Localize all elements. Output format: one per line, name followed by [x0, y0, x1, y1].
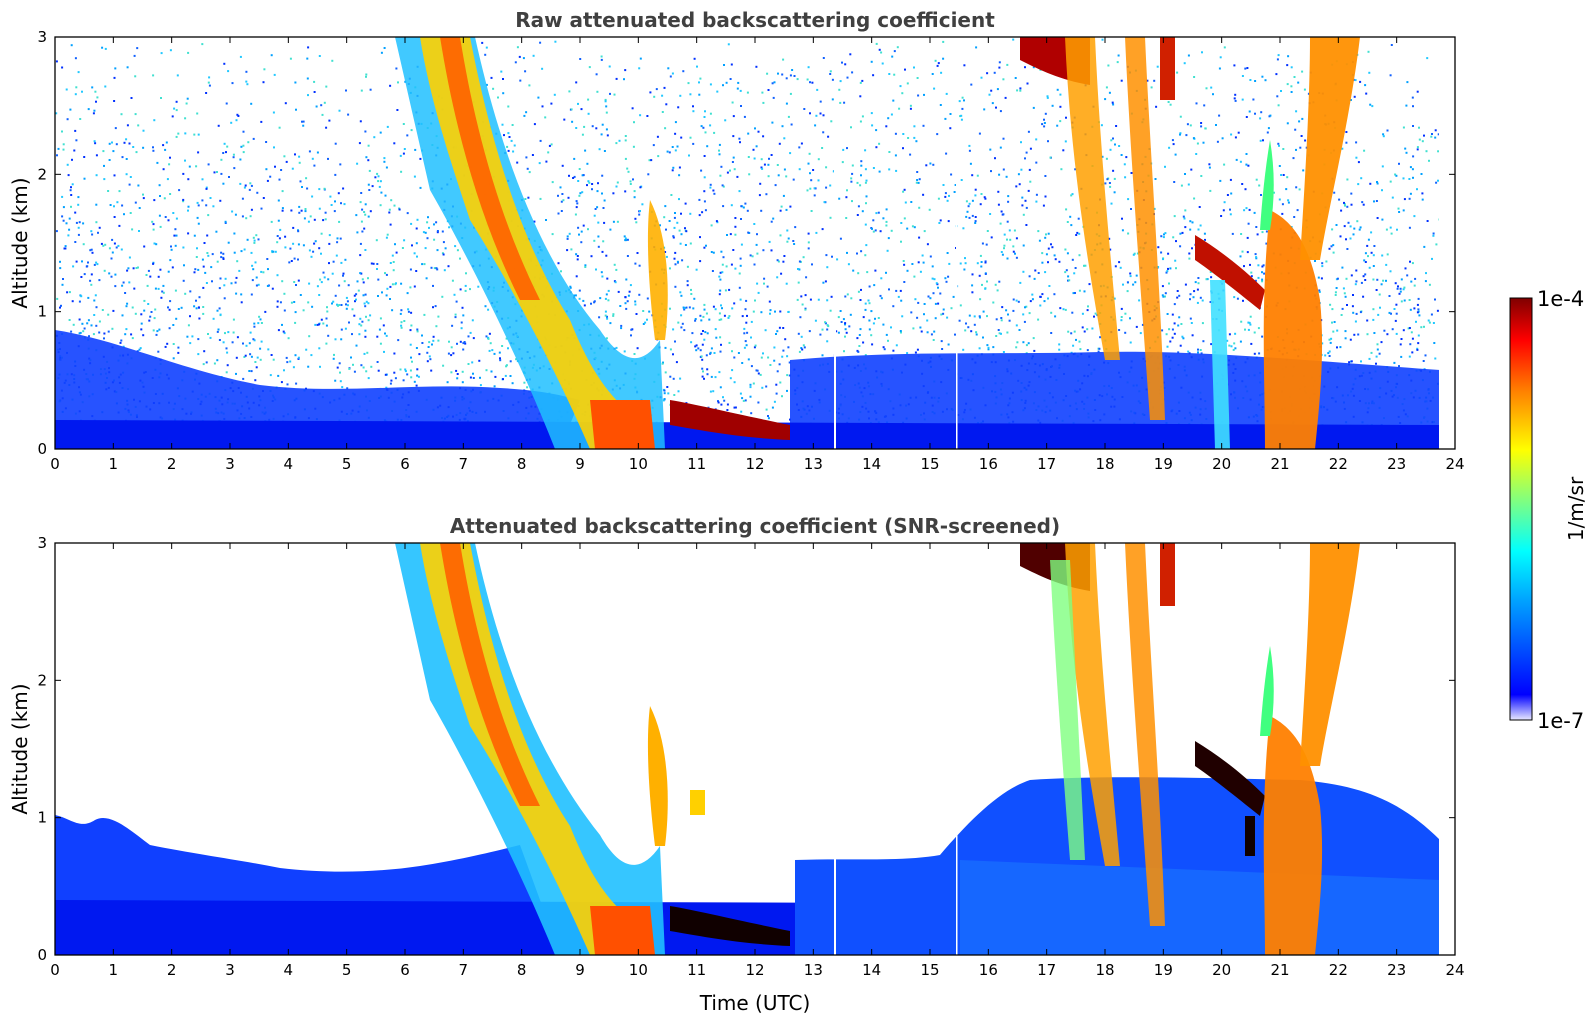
- axes: 0 1 2 3 4 5 6 7 8 9 10 11 12 13 14 15 16 17 18 19 20 21 22 23 24…: [37, 534, 1464, 979]
- y-tick-label: 3: [37, 534, 47, 552]
- x-tick-label: 4: [284, 455, 294, 473]
- panel-title: Attenuated backscattering coefficient (S…: [450, 514, 1060, 538]
- x-tick-label: 20: [1212, 455, 1231, 473]
- x-tick-label: 11: [687, 455, 706, 473]
- x-tick-label: 1: [109, 455, 119, 473]
- x-tick-label: 16: [979, 961, 998, 979]
- x-tick-label: 12: [745, 455, 764, 473]
- x-tick-label: 21: [1270, 455, 1289, 473]
- raw-backscatter-panel: Raw attenuated backscattering coefficien…: [8, 8, 1465, 473]
- x-tick-label: 1: [109, 961, 119, 979]
- x-tick-label: 4: [284, 961, 294, 979]
- x-tick-label: 12: [745, 961, 764, 979]
- x-tick-label: 10: [629, 455, 648, 473]
- colorbar-min-label: 1e-7: [1537, 709, 1584, 733]
- x-tick-label: 15: [920, 961, 939, 979]
- x-tick-label: 3: [225, 961, 235, 979]
- x-tick-label: 2: [167, 961, 177, 979]
- x-tick-label: 17: [1037, 455, 1056, 473]
- x-tick-label: 7: [459, 961, 469, 979]
- y-tick-label: 2: [37, 165, 47, 183]
- x-tick-label: 14: [862, 961, 881, 979]
- x-tick-label: 15: [920, 455, 939, 473]
- x-tick-label: 18: [1095, 961, 1114, 979]
- x-tick-label: 13: [804, 455, 823, 473]
- x-tick-label: 11: [687, 961, 706, 979]
- x-axis-label: Time (UTC): [699, 991, 811, 1015]
- x-tick-label: 5: [342, 961, 352, 979]
- x-tick-label: 8: [517, 455, 527, 473]
- colorbar-max-label: 1e-4: [1537, 287, 1584, 311]
- x-tick-label: 7: [459, 455, 469, 473]
- x-tick-label: 24: [1445, 455, 1464, 473]
- x-tick-label: 19: [1154, 455, 1173, 473]
- heatmap-image: [55, 543, 1455, 955]
- y-axis-label: Altitude (km): [8, 683, 32, 814]
- x-tick-label: 14: [862, 455, 881, 473]
- x-tick-label: 6: [400, 455, 410, 473]
- y-axis-label: Altitude (km): [8, 177, 32, 308]
- colorbar: 1e-4 1e-7 1/m/sr: [1509, 287, 1588, 733]
- y-tick-label: 0: [37, 946, 47, 964]
- x-tick-label: 23: [1387, 455, 1406, 473]
- panel-title: Raw attenuated backscattering coefficien…: [515, 8, 995, 32]
- axes: 0 1 2 3 4 5 6 7 8 9 10 11 12 13 14 15 16 17 18 19 20 21 22 23 24…: [37, 28, 1464, 473]
- x-tick-label: 3: [225, 455, 235, 473]
- y-tick-label: 3: [37, 28, 47, 46]
- x-tick-label: 18: [1095, 455, 1114, 473]
- x-tick-label: 8: [517, 961, 527, 979]
- x-tick-label: 22: [1329, 455, 1348, 473]
- colorbar-unit-label: 1/m/sr: [1564, 476, 1588, 541]
- x-tick-label: 13: [804, 961, 823, 979]
- colorbar-gradient: [1509, 297, 1533, 721]
- y-tick-label: 1: [37, 303, 47, 321]
- x-tick-label: 9: [575, 961, 585, 979]
- x-tick-label: 9: [575, 455, 585, 473]
- x-tick-label: 5: [342, 455, 352, 473]
- x-tick-label: 23: [1387, 961, 1406, 979]
- x-tick-label: 19: [1154, 961, 1173, 979]
- y-tick-label: 1: [37, 809, 47, 827]
- x-tick-label: 21: [1270, 961, 1289, 979]
- x-tick-label: 17: [1037, 961, 1056, 979]
- x-tick-label: 24: [1445, 961, 1464, 979]
- x-tick-label: 0: [50, 961, 60, 979]
- x-tick-label: 2: [167, 455, 177, 473]
- x-tick-label: 16: [979, 455, 998, 473]
- y-tick-label: 2: [37, 671, 47, 689]
- x-tick-label: 0: [50, 455, 60, 473]
- snr-screened-backscatter-panel: Attenuated backscattering coefficient (S…: [8, 514, 1465, 1015]
- x-tick-label: 22: [1329, 961, 1348, 979]
- y-tick-label: 0: [37, 440, 47, 458]
- heatmap-image: [55, 37, 1455, 449]
- x-tick-label: 10: [629, 961, 648, 979]
- x-tick-label: 6: [400, 961, 410, 979]
- x-tick-label: 20: [1212, 961, 1231, 979]
